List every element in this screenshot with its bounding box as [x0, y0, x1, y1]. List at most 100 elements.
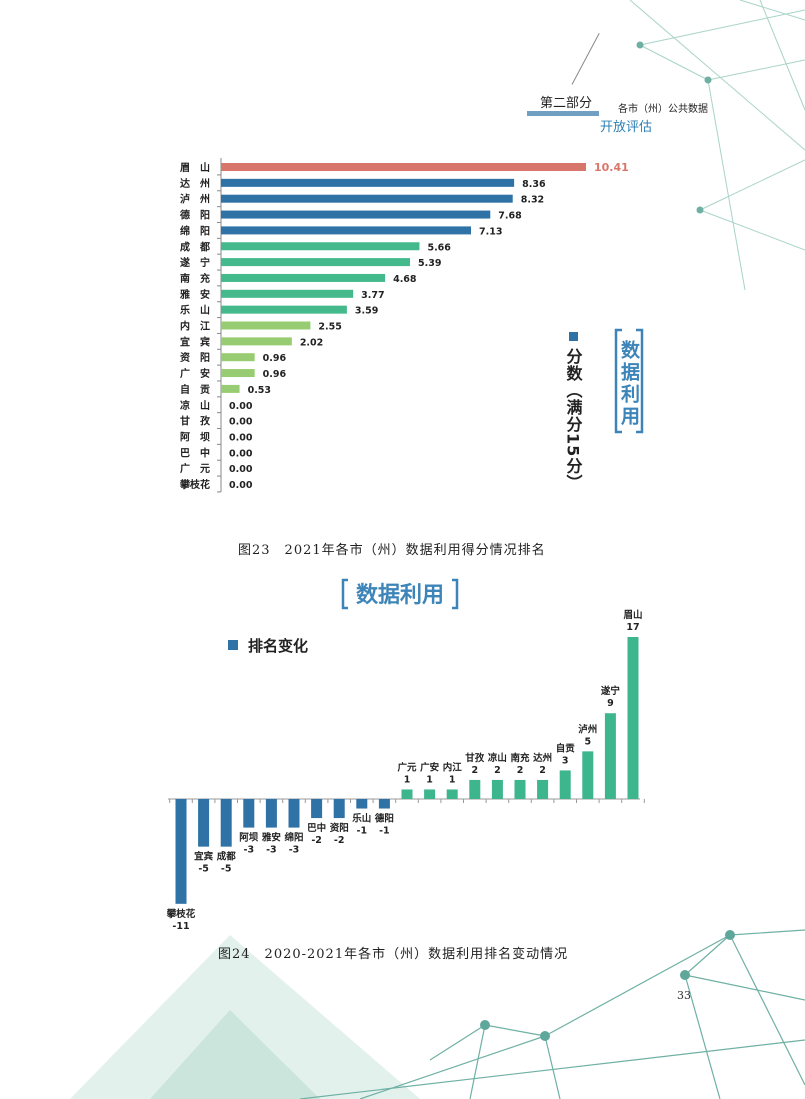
score-value-label: 3.59 [355, 306, 378, 317]
score-bar [221, 226, 471, 235]
rank-category-label: 达州 [533, 752, 552, 764]
rank-category-label: 凉山 [488, 752, 507, 764]
rank-value-label: -11 [172, 921, 189, 932]
rank-bar [469, 779, 481, 799]
score-category-label: 绵 阳 [180, 224, 210, 237]
bottom-right-network-nodes [480, 930, 735, 1041]
rank-value-label: -5 [221, 864, 232, 875]
rank-value-label: 17 [626, 622, 639, 633]
bottom-right-network-lines [299, 929, 805, 1099]
rank-category-label: 自贡 [556, 742, 576, 754]
rank-category-label: 巴中 [307, 822, 326, 834]
rank-bar [378, 799, 390, 809]
bottom-left-triangle-light [70, 935, 420, 1099]
score-bar [221, 210, 491, 219]
rank-bar [288, 799, 300, 828]
score-category-label: 甘 孜 [180, 415, 211, 428]
score-value-label: 3.77 [361, 290, 384, 301]
score-category-label: 广 元 [180, 462, 210, 475]
score-bar [221, 163, 586, 171]
bottom-left-triangle-mid [150, 1010, 320, 1099]
score-bar [221, 258, 410, 267]
rank-bar [424, 789, 436, 799]
rank-bar [243, 799, 255, 828]
rank-value-label: -1 [379, 826, 390, 837]
score-value-labels: 10.41 8.36 8.32 7.68 7.13 5.66 5.394.68 3.77 3.5… [229, 161, 629, 491]
rank-category-label: 成都 [217, 851, 237, 863]
rank-category-label: 宜宾 [194, 851, 214, 863]
rank-value-label: -5 [198, 864, 209, 875]
score-value-label: 5.39 [418, 258, 441, 269]
score-category-label: 宜 宾 [180, 335, 210, 348]
score-bar [221, 273, 386, 282]
score-category-label: 内 江 [180, 320, 210, 333]
figure23-caption: 图23 2021年各市（州）数据利用得分情况排名 [238, 543, 546, 558]
rank-value-label: 9 [607, 698, 614, 709]
rank-value-label: -3 [266, 845, 277, 856]
score-bars [221, 163, 586, 393]
rank-bar [559, 770, 571, 799]
score-category-label: 泸 州 [180, 193, 210, 206]
rank-bar [582, 751, 594, 799]
score-badge: 数据利用 [614, 328, 644, 434]
rank-bar [537, 779, 549, 799]
rank-value-label: -2 [334, 835, 345, 846]
score-category-label: 德 阳 [179, 209, 210, 222]
rank-value-label: 2 [494, 765, 501, 776]
score-bar [221, 384, 240, 393]
rank-category-label: 雅安 [261, 832, 282, 844]
rank-bar [627, 637, 639, 799]
top-right-network-nodes [636, 41, 712, 214]
score-category-label: 广 安 [180, 367, 210, 380]
rank-bar [198, 799, 210, 847]
score-bar [221, 321, 311, 330]
score-bar [221, 337, 292, 346]
rank-value-label: 1 [426, 774, 433, 785]
rank-category-label: 南充 [510, 752, 530, 764]
rank-category-label: 广安 [420, 761, 440, 773]
rank-value-label: -3 [244, 845, 255, 856]
rank-change-chart: 数据利用 排名变化 攀枝花-11宜宾-5成都-5阿坝-3雅安-3绵阳-3巴中-2… [166, 578, 645, 932]
rank-bar [175, 799, 187, 904]
rank-category-label: 攀枝花 [166, 908, 196, 920]
rank-value-label: -2 [311, 835, 322, 846]
score-bar [221, 289, 354, 298]
rank-category-label: 甘孜 [465, 752, 485, 764]
rank-value-label: 3 [562, 755, 569, 766]
score-bar [221, 242, 420, 251]
rank-bar [446, 789, 458, 799]
rank-category-label: 绵阳 [284, 832, 303, 844]
score-value-label: 2.55 [318, 322, 341, 333]
score-value-label: 0.96 [263, 353, 287, 364]
score-bar-chart: 眉 山达 州泸 州德 阳绵 阳成 都遂 宁南 充雅 安乐 山内 江宜 宾资 阳广… [179, 158, 644, 493]
score-category-label: 遂 宁 [180, 256, 210, 269]
rank-category-label: 德阳 [375, 813, 394, 825]
score-category-label: 凉 山 [180, 399, 210, 412]
section-title-bar [527, 111, 599, 116]
score-value-label: 0.00 [229, 417, 253, 428]
rank-bar [514, 779, 526, 799]
score-category-label: 巴 中 [180, 446, 210, 459]
rank-category-label: 阿坝 [239, 832, 259, 844]
page-number: 33 [677, 989, 691, 1002]
section-subtitle-2: 开放评估 [600, 120, 653, 135]
rank-bar [401, 789, 413, 799]
score-category-label: 资 阳 [180, 351, 210, 364]
score-value-label: 0.00 [229, 480, 253, 491]
score-category-label: 自 贡 [180, 383, 210, 396]
score-category-label: 成 都 [180, 240, 210, 253]
rank-badge-text: 数据利用 [356, 582, 444, 608]
score-category-label: 南 充 [180, 272, 210, 285]
rank-category-label: 资阳 [330, 822, 349, 834]
score-value-label: 0.00 [229, 464, 253, 475]
rank-value-label: 5 [584, 736, 591, 747]
score-legend-label: 分数（满分15分） [564, 348, 583, 491]
rank-category-label: 乐山 [352, 813, 371, 825]
score-category-label: 阿 坝 [180, 430, 210, 443]
rank-bar [356, 799, 368, 809]
rank-legend: 排名变化 [228, 637, 308, 655]
score-value-label: 10.41 [594, 161, 629, 174]
rank-legend-swatch [228, 640, 238, 650]
score-bar [221, 194, 513, 203]
score-badge-text: 数据利用 [618, 339, 640, 428]
